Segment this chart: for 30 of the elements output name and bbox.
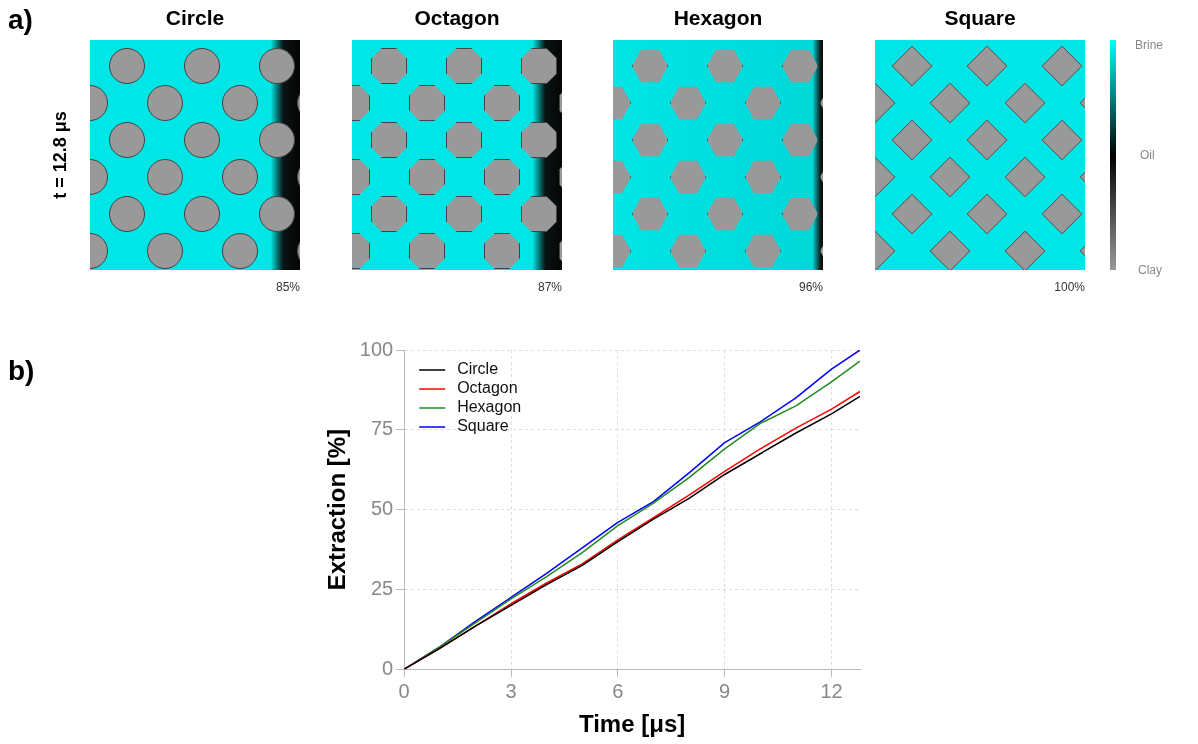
text: a) bbox=[8, 4, 33, 36]
text: Circle bbox=[165, 6, 225, 30]
x-tick-label: 3 bbox=[505, 679, 517, 702]
text: 96% bbox=[798, 280, 823, 294]
y-tick-label: 100 bbox=[359, 337, 394, 360]
x-tick-label: 6 bbox=[612, 679, 624, 702]
legend-label: Square bbox=[457, 417, 509, 435]
x-axis-title: Time [μs] bbox=[578, 710, 686, 738]
x-tick-label: 9 bbox=[719, 679, 731, 702]
text: 87% bbox=[537, 280, 562, 294]
y-tick-label: 25 bbox=[370, 576, 394, 599]
text: Octagon bbox=[414, 6, 500, 30]
x-tick-label: 0 bbox=[398, 679, 410, 702]
legend-label: Circle bbox=[457, 360, 499, 378]
text: Clay bbox=[1138, 263, 1163, 277]
y-tick-label: 75 bbox=[370, 417, 394, 440]
text: b) bbox=[8, 355, 35, 387]
text: Square bbox=[944, 6, 1016, 30]
legend-label: Hexagon bbox=[457, 398, 522, 416]
text: Brine bbox=[1135, 38, 1164, 52]
y-tick-label: 50 bbox=[370, 497, 394, 520]
x-tick-label: 12 bbox=[820, 679, 843, 702]
text: t = 12.8 μs bbox=[49, 111, 71, 199]
text: 100% bbox=[1054, 280, 1085, 294]
text: Oil bbox=[1140, 148, 1155, 162]
text: Hexagon bbox=[673, 6, 763, 30]
text: 85% bbox=[275, 280, 300, 294]
y-axis-title: Extraction [%] bbox=[323, 428, 351, 591]
legend-label: Octagon bbox=[457, 379, 518, 397]
y-tick-label: 0 bbox=[382, 656, 394, 679]
